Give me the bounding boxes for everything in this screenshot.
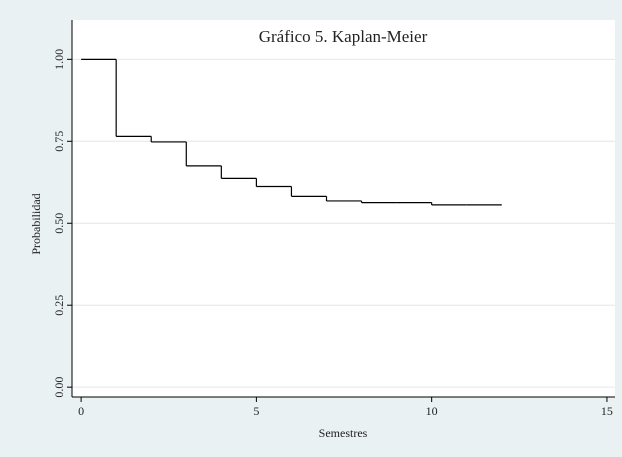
y-tick-label: 0.25: [52, 295, 66, 316]
x-tick-label: 15: [601, 404, 613, 418]
y-tick-label: 0.50: [52, 213, 66, 234]
y-tick-label: 1.00: [52, 49, 66, 70]
y-tick-label: 0.75: [52, 131, 66, 152]
x-tick-label: 5: [253, 404, 259, 418]
x-tick-label: 0: [78, 404, 84, 418]
x-axis-label: Semestres: [319, 426, 368, 440]
y-tick-label: 0.00: [52, 377, 66, 398]
x-tick-label: 10: [426, 404, 438, 418]
plot-area: [72, 20, 615, 397]
chart-title: Gráfico 5. Kaplan-Meier: [259, 27, 428, 46]
y-axis-label: Probabilidad: [29, 193, 43, 254]
